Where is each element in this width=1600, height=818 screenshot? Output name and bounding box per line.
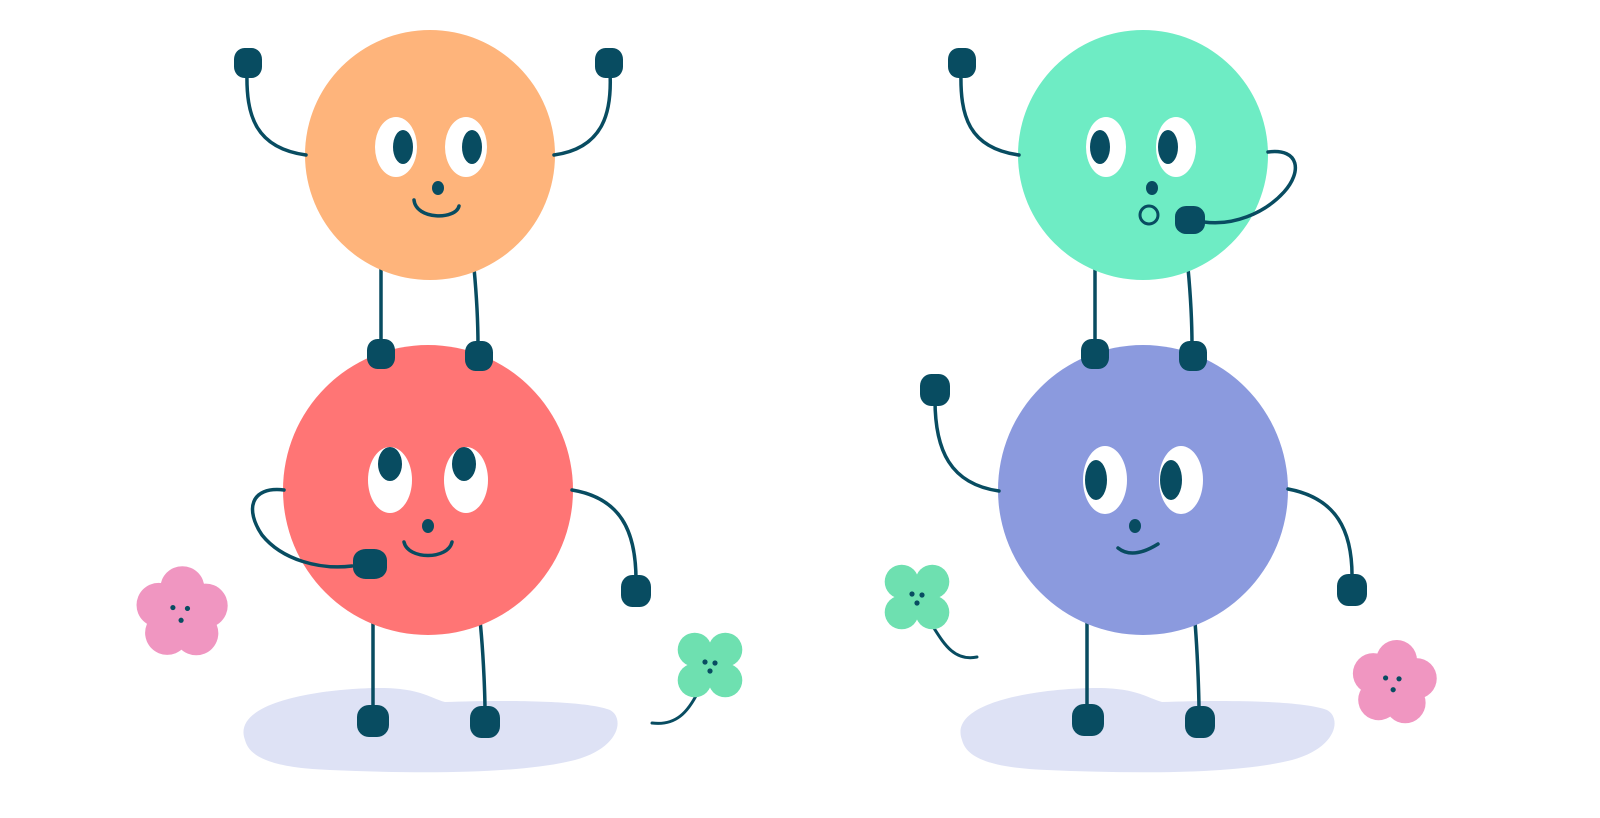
- periwinkle-left-foot: [1072, 704, 1104, 736]
- orange-nose: [432, 181, 444, 195]
- orange-right-eye: [445, 117, 487, 177]
- coral-nose: [422, 519, 434, 533]
- periwinkle-left-hand: [920, 374, 950, 406]
- mint-left-foot: [1081, 339, 1109, 369]
- mint-character: [948, 30, 1298, 371]
- orange-body: [305, 30, 555, 280]
- pink-flower-left: [136, 566, 228, 656]
- periwinkle-left-arm: [933, 398, 1001, 493]
- periwinkle-mouth: [1116, 542, 1160, 555]
- shadow-right: [960, 688, 1335, 773]
- coral-right-leg: [478, 618, 487, 714]
- coral-body: [283, 345, 573, 635]
- mint-nose: [1146, 181, 1158, 195]
- periwinkle-right-arm: [1286, 487, 1354, 582]
- orange-right-hand: [595, 48, 623, 78]
- periwinkle-body: [998, 345, 1288, 635]
- periwinkle-right-leg: [1193, 620, 1201, 714]
- periwinkle-nose: [1129, 519, 1141, 533]
- periwinkle-left-eye: [1083, 446, 1127, 514]
- orange-mouth: [412, 198, 461, 218]
- mint-mouth: [1138, 204, 1160, 226]
- orange-right-leg: [472, 266, 480, 348]
- mint-right-eye: [1156, 117, 1196, 177]
- periwinkle-right-eye: [1159, 446, 1203, 514]
- mint-left-arm: [959, 70, 1021, 157]
- mint-left-hand: [948, 48, 976, 78]
- ground-shadows: [243, 688, 1335, 773]
- mint-left-eye: [1086, 117, 1126, 177]
- periwinkle-right-foot: [1185, 706, 1215, 738]
- green-clover-left: [650, 632, 743, 725]
- mint-right-arm: [1202, 149, 1298, 225]
- green-clover-right: [884, 564, 979, 660]
- orange-left-arm: [245, 70, 308, 157]
- coral-right-foot: [470, 706, 500, 738]
- mint-right-hand: [1175, 206, 1205, 234]
- coral-right-eye: [444, 447, 488, 513]
- coral-right-arm: [570, 488, 638, 582]
- coral-left-foot: [357, 705, 389, 737]
- orange-left-hand: [234, 48, 262, 78]
- coral-left-hand: [353, 549, 387, 579]
- orange-character: [234, 30, 623, 371]
- periwinkle-right-hand: [1337, 574, 1367, 606]
- coral-mouth: [402, 540, 454, 558]
- orange-left-foot: [367, 339, 395, 369]
- shadow-left: [243, 688, 618, 773]
- periwinkle-character: [920, 345, 1367, 738]
- mint-right-foot: [1179, 341, 1207, 371]
- coral-character: [250, 345, 651, 738]
- coral-left-eye: [368, 447, 412, 513]
- orange-left-eye: [375, 117, 417, 177]
- orange-right-foot: [465, 341, 493, 371]
- green-clover-left-stem: [650, 690, 700, 725]
- coral-left-arm: [250, 487, 354, 569]
- coral-right-hand: [621, 575, 651, 607]
- orange-right-arm: [552, 70, 613, 157]
- mint-right-leg: [1186, 266, 1194, 348]
- pink-flower-right: [1352, 639, 1437, 724]
- mint-body: [1018, 30, 1268, 280]
